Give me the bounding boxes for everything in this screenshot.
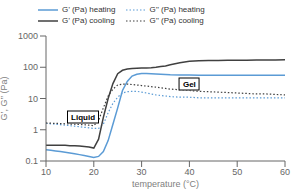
html-text:G’’ (Pa) cooling: G’’ (Pa) cooling: [149, 16, 204, 25]
html-text:Gel: Gel: [182, 79, 196, 88]
svg-text:60: 60: [280, 167, 289, 177]
svg-text:1000: 1000: [18, 31, 38, 41]
svg-text:1: 1: [33, 125, 38, 135]
svg-text:40: 40: [184, 167, 194, 177]
svg-text:30: 30: [137, 167, 147, 177]
svg-text:20: 20: [89, 167, 99, 177]
html-text:Liquid: Liquid: [71, 112, 95, 122]
svg-text:50: 50: [232, 167, 242, 177]
html-text:G’’ (Pa) heating: G’’ (Pa) heating: [149, 5, 205, 14]
svg-text:G’, G’’ (Pa): G’, G’’ (Pa): [8, 76, 9, 120]
svg-text:100: 100: [23, 62, 38, 72]
html-text:G’ (Pa) cooling: G’ (Pa) cooling: [62, 16, 115, 25]
svg-text:10: 10: [28, 94, 38, 104]
svg-text:0.1: 0.1: [25, 156, 38, 166]
svg-text:10: 10: [41, 167, 51, 177]
svg-text:temperature (°C): temperature (°C): [132, 179, 199, 189]
html-text:G’ (Pa) heating: G’ (Pa) heating: [62, 5, 116, 14]
